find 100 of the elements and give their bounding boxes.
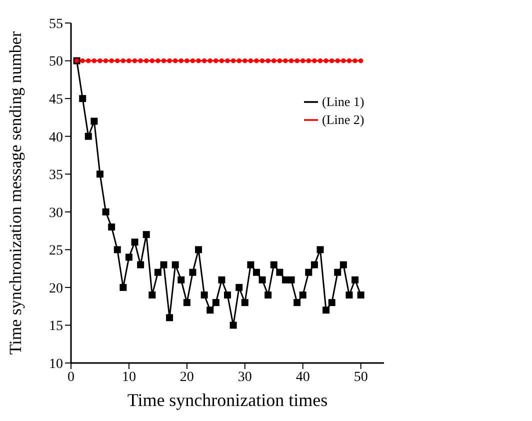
x-tick-label: 0 xyxy=(68,370,74,385)
point xyxy=(316,246,324,254)
point xyxy=(125,254,132,261)
point xyxy=(218,276,226,284)
point xyxy=(84,132,92,140)
point xyxy=(324,58,328,64)
point xyxy=(172,261,179,268)
point xyxy=(310,261,318,268)
point xyxy=(142,231,150,238)
point xyxy=(190,58,196,64)
point xyxy=(264,292,272,298)
point xyxy=(346,292,353,298)
y-tick-label: 40 xyxy=(49,130,63,146)
point xyxy=(341,58,346,64)
point xyxy=(131,238,138,246)
point xyxy=(318,58,323,64)
point xyxy=(305,268,312,276)
point xyxy=(196,58,201,64)
y-tick-label: 10 xyxy=(49,356,63,372)
point xyxy=(357,292,364,298)
point xyxy=(154,268,162,276)
point xyxy=(214,58,218,64)
point xyxy=(206,306,214,314)
point xyxy=(266,58,270,64)
point xyxy=(160,261,168,268)
point xyxy=(109,58,114,64)
point xyxy=(260,58,265,64)
x-tick-label: 40 xyxy=(296,370,310,385)
point xyxy=(329,58,334,64)
point xyxy=(288,276,295,284)
x-tick-label: 20 xyxy=(180,370,194,385)
point xyxy=(184,58,190,64)
point xyxy=(300,58,306,64)
y-tick-label: 15 xyxy=(49,319,63,334)
point xyxy=(294,299,301,306)
point xyxy=(230,322,237,329)
point xyxy=(80,58,85,64)
point xyxy=(252,268,260,276)
point xyxy=(283,58,288,64)
point xyxy=(224,292,231,298)
point xyxy=(200,292,208,298)
x-axis-title: Time synchronization times xyxy=(127,390,328,410)
point xyxy=(132,58,138,64)
y-tick-label: 35 xyxy=(49,168,63,184)
point xyxy=(212,299,220,306)
point xyxy=(294,58,300,64)
point xyxy=(276,268,284,276)
point xyxy=(352,276,359,284)
x-tick-label: 30 xyxy=(238,370,252,385)
point xyxy=(90,118,98,125)
point xyxy=(312,58,317,64)
legend-label: (Line 1) xyxy=(322,94,364,109)
point xyxy=(225,58,230,64)
point xyxy=(271,58,276,64)
point xyxy=(248,58,254,64)
point xyxy=(161,58,166,64)
point xyxy=(178,58,184,64)
point xyxy=(108,224,116,230)
point xyxy=(328,299,336,306)
point xyxy=(189,268,196,276)
point xyxy=(202,58,207,64)
point xyxy=(346,58,352,64)
point xyxy=(277,58,282,64)
point xyxy=(247,261,254,268)
point xyxy=(120,284,127,291)
x-tick-label: 10 xyxy=(122,370,136,385)
y-axis-title: Time synchronization message sending number xyxy=(6,31,26,355)
point xyxy=(148,292,156,298)
point xyxy=(306,58,312,64)
point xyxy=(137,261,144,268)
point xyxy=(96,170,104,178)
point xyxy=(167,58,172,64)
x-tick-label: 50 xyxy=(354,370,368,385)
y-tick-label: 20 xyxy=(49,281,63,296)
point xyxy=(79,95,86,102)
point xyxy=(241,299,248,306)
point xyxy=(86,58,91,64)
y-tick-label: 55 xyxy=(49,16,63,32)
point xyxy=(103,58,108,64)
point xyxy=(258,276,266,284)
point xyxy=(334,268,342,276)
y-tick-label: 50 xyxy=(49,54,63,70)
point xyxy=(178,276,185,284)
point xyxy=(114,58,120,64)
point xyxy=(120,58,126,64)
point xyxy=(172,58,178,64)
point xyxy=(340,261,347,268)
legend-label: (Line 2) xyxy=(322,112,364,127)
point xyxy=(335,58,340,64)
point xyxy=(183,299,190,306)
point xyxy=(299,292,306,298)
point xyxy=(358,58,364,64)
point xyxy=(219,58,224,64)
point xyxy=(236,284,243,291)
point xyxy=(352,58,358,64)
point xyxy=(270,261,278,268)
point xyxy=(208,58,213,64)
y-tick-label: 30 xyxy=(49,206,63,221)
point xyxy=(126,58,132,64)
point xyxy=(236,58,242,64)
